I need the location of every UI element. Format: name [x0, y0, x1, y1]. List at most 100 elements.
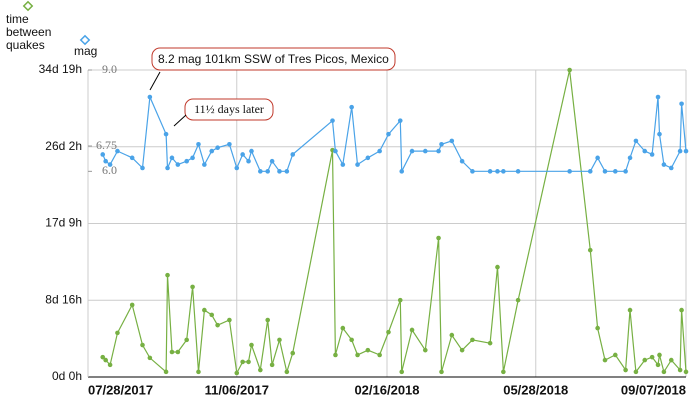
point — [642, 148, 648, 154]
y2-tick-label: 6.0 — [102, 163, 117, 177]
point — [349, 337, 354, 343]
series-line — [102, 69, 687, 375]
x-tick-label: 11/06/2017 — [205, 382, 269, 397]
point — [449, 332, 455, 338]
point — [642, 357, 648, 363]
point — [140, 342, 145, 348]
point — [633, 369, 639, 375]
point — [290, 350, 296, 356]
point — [495, 169, 500, 174]
point — [365, 155, 371, 161]
point — [258, 169, 263, 174]
point — [587, 247, 593, 253]
point — [277, 337, 282, 343]
point — [377, 148, 382, 154]
point — [355, 352, 360, 358]
point — [602, 357, 608, 363]
point — [657, 131, 662, 137]
point — [169, 155, 175, 161]
point — [439, 142, 444, 147]
point — [627, 155, 633, 161]
point — [567, 169, 572, 174]
point — [277, 169, 282, 174]
point — [677, 367, 683, 373]
point — [202, 162, 207, 167]
point — [567, 67, 572, 73]
point — [355, 162, 360, 167]
annotation: 11½ days later — [194, 102, 264, 116]
point — [386, 329, 391, 335]
point — [129, 155, 135, 161]
point — [668, 357, 674, 363]
point — [399, 369, 405, 375]
point — [284, 369, 290, 375]
point — [265, 169, 270, 174]
point — [661, 162, 667, 167]
point — [661, 369, 667, 375]
point — [649, 354, 655, 360]
point — [265, 317, 270, 323]
point — [613, 169, 618, 174]
point — [209, 148, 215, 154]
annotation-box — [184, 98, 274, 121]
point — [449, 138, 455, 144]
point — [409, 148, 415, 154]
point — [103, 357, 108, 363]
point — [679, 101, 684, 107]
point — [349, 104, 354, 110]
point — [269, 362, 275, 368]
legend-label: time between quakes — [6, 12, 51, 52]
point — [175, 162, 181, 167]
point — [365, 347, 371, 353]
point — [115, 148, 120, 154]
point — [246, 359, 251, 365]
point — [234, 165, 240, 171]
point — [399, 169, 405, 174]
point — [649, 152, 655, 157]
point — [436, 235, 441, 241]
y-tick-label: 34d 19h — [39, 62, 82, 76]
point — [163, 131, 169, 137]
point — [470, 337, 475, 343]
point — [627, 307, 633, 313]
point — [422, 347, 428, 353]
point — [602, 169, 608, 174]
point — [487, 340, 493, 346]
y-tick-label: 26d 2h — [45, 139, 82, 153]
point — [140, 165, 145, 171]
point — [163, 369, 169, 375]
point — [184, 337, 189, 343]
point — [284, 169, 290, 174]
point — [249, 342, 254, 348]
point — [595, 155, 600, 161]
point — [377, 352, 382, 358]
annotation-arrow — [173, 114, 187, 127]
point — [190, 155, 195, 161]
point — [495, 264, 500, 270]
point — [103, 158, 108, 164]
point — [623, 169, 628, 174]
point — [234, 370, 240, 376]
legend-swatch — [79, 34, 91, 46]
point — [655, 94, 661, 100]
point — [175, 349, 181, 355]
point — [595, 325, 600, 331]
annotation: 8.2 mag 101km SSW of Tres Picos, Mexico — [158, 52, 389, 66]
y-tick-label: 17d 9h — [45, 216, 82, 230]
y2-tick-label: 9.0 — [102, 62, 117, 76]
point — [202, 307, 207, 313]
point — [165, 165, 170, 171]
point — [655, 362, 661, 368]
point — [107, 162, 113, 167]
x-tick-label: 02/16/2018 — [354, 382, 419, 397]
point — [668, 165, 674, 171]
point — [147, 94, 153, 100]
point — [290, 152, 296, 157]
x-tick-label: 09/07/2018 — [621, 382, 686, 397]
point — [587, 169, 593, 174]
point — [633, 138, 639, 144]
point — [227, 142, 232, 147]
point — [215, 145, 220, 150]
annotation-box — [151, 47, 396, 71]
point — [240, 152, 245, 157]
